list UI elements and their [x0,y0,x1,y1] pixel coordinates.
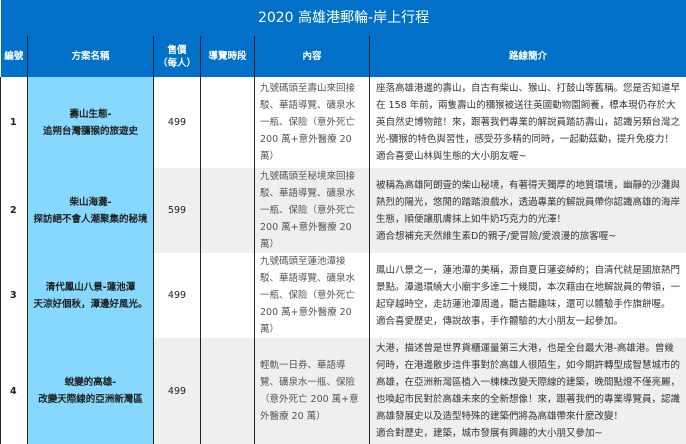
header-price-unit: （每人） [158,58,196,69]
price: 499 [154,338,201,444]
content: 九號碼頭至秘境來回接駁、華語導覽、礦泉水一瓶、保險（意外死亡 200 萬+意外醫… [255,168,370,253]
table-title: 2020 高雄港郵輪-岸上行程 [1,0,686,36]
content: 九號碼頭至蓮池潭接駁、華語導覽、礦泉水一瓶、保險（意外死亡 200 萬+意外醫療… [255,253,370,338]
content: 九號碼頭至壽山來回接駁、華語導覽、礦泉水一瓶、保險（意外死亡 200 萬+意外醫… [255,77,370,168]
route-desc: 被稱為高雄阿朗壹的柴山秘境，有著得天獨厚的地質環境，幽靜的沙灘與熱烈的陽光，悠閒… [370,168,686,253]
plan-name: 柴山海灘-探訪絕不會人潮聚集的秘境 [28,168,154,253]
content: 輕軌一日券、華語導覽、礦泉水一瓶、保險（意外死亡 200 萬+意外醫療 20 萬… [255,338,370,444]
table-row: 3 清代鳳山八景-蓮池潭天涼好個秋，潭邊好風光。 499 九號碼頭至蓮池潭接駁、… [1,253,686,338]
tour-slot [201,338,255,444]
table-row: 4 蛻變的高雄-改變天際線的亞洲新灣區 499 輕軌一日券、華語導覽、礦泉水一瓶… [1,338,686,444]
row-no: 3 [1,253,28,338]
route-desc: 大港，描述曾是世界貨櫃運量第三大港，也是全台最大港-高雄港。曾幾何時，在港邊散步… [370,338,686,444]
row-no: 4 [1,338,28,444]
table-row: 1 壽山生態-追朔台灣獼猴的旅遊史 499 九號碼頭至壽山來回接駁、華語導覽、礦… [1,77,686,168]
header-slot: 導覽時段 [201,36,255,77]
price: 599 [154,168,201,253]
header-price-label: 售價 [167,45,186,56]
row-no: 2 [1,168,28,253]
header-content: 內容 [255,36,370,77]
route-desc: 鳳山八景之一，蓮池潭的美稱，源自夏日蓮姿綽約；自清代就是國旅熱門景點。潭邊環繞大… [370,253,686,338]
row-no: 1 [1,77,28,168]
header-no: 編號 [1,36,28,77]
plan-name: 壽山生態-追朔台灣獼猴的旅遊史 [28,77,154,168]
tour-slot [201,168,255,253]
tour-slot [201,253,255,338]
plan-name: 清代鳳山八景-蓮池潭天涼好個秋，潭邊好風光。 [28,253,154,338]
tour-slot [201,77,255,168]
plan-name: 蛻變的高雄-改變天際線的亞洲新灣區 [28,338,154,444]
header-name: 方案名稱 [28,36,154,77]
header-price: 售價 （每人） [154,36,201,77]
table-row: 2 柴山海灘-探訪絕不會人潮聚集的秘境 599 九號碼頭至秘境來回接駁、華語導覽… [1,168,686,253]
price: 499 [154,77,201,168]
header-desc: 路線簡介 [370,36,686,77]
price: 499 [154,253,201,338]
route-desc: 座落高雄港邊的壽山，自古有柴山、猴山、打鼓山等舊稱。您是否知道早在 158 年前… [370,77,686,168]
